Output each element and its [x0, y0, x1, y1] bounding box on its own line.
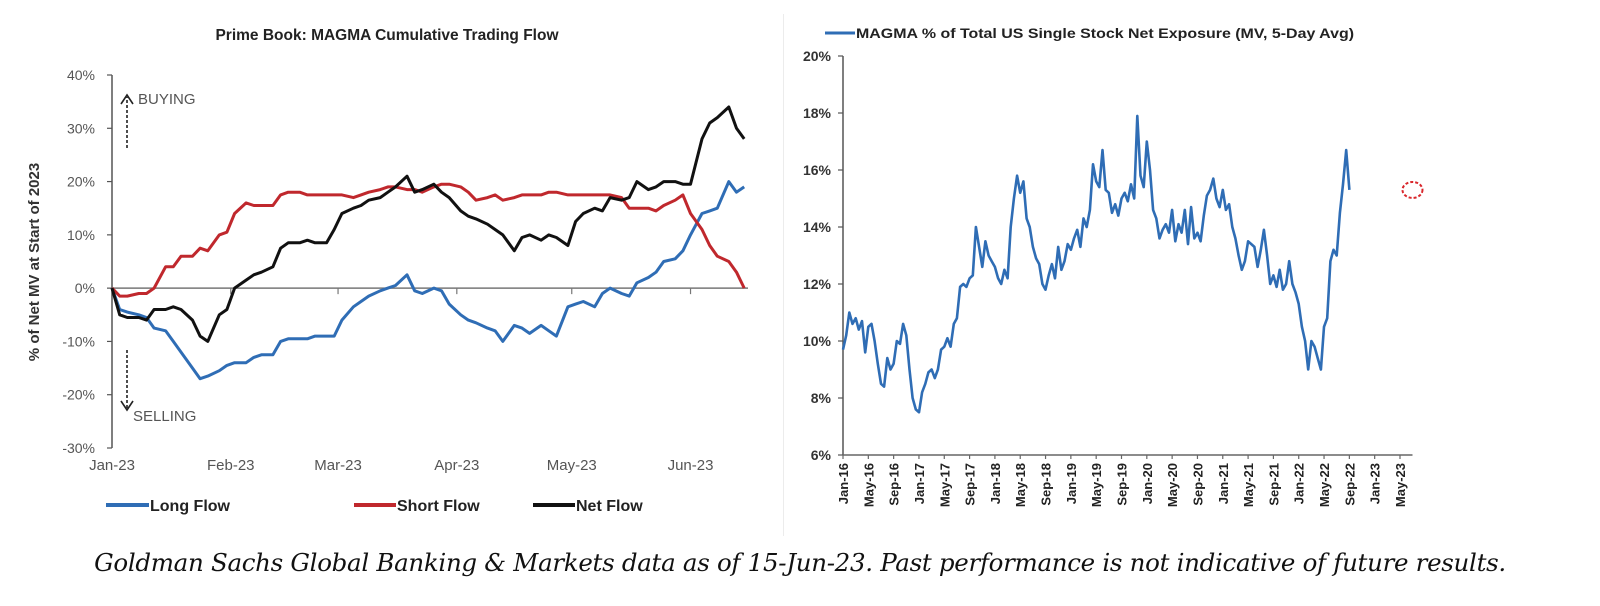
selling-arrowhead-icon	[120, 400, 134, 412]
left-y-axis-label: % of Net MV at Start of 2023	[26, 163, 43, 361]
right-x-tick-label: May-18	[1013, 463, 1028, 507]
legend-item-long-flow: Long Flow	[106, 498, 231, 515]
legend-label-short-flow: Short Flow	[397, 498, 480, 515]
left-x-tick-label: Feb-23	[207, 457, 255, 474]
left-x-tick-label: Apr-23	[434, 457, 479, 474]
cumulative-flow-chart: Prime Book: MAGMA Cumulative Trading Flo…	[26, 27, 748, 515]
left-y-tick-label: 30%	[67, 120, 95, 136]
right-x-tick-label: Sep-16	[887, 463, 902, 506]
left-chart-legend: Long Flow Short Flow Net Flow	[106, 498, 643, 515]
right-x-tick-label: Jan-23	[1368, 463, 1383, 504]
right-y-tick-label: 6%	[811, 447, 832, 463]
left-x-tick-label: Jan-23	[89, 457, 135, 474]
left-y-tick-label: -20%	[62, 387, 95, 403]
flow-direction-annotations: BUYING SELLING	[120, 91, 196, 425]
buying-arrowhead-icon	[120, 93, 134, 105]
left-y-tick-label: 40%	[67, 67, 95, 83]
left-y-tick-label: 10%	[67, 227, 95, 243]
right-y-tick-label: 20%	[803, 48, 832, 64]
left-y-tick-label: 0%	[75, 280, 95, 296]
left-y-tick-label: 20%	[67, 174, 95, 190]
right-x-tick-label: May-20	[1165, 463, 1180, 507]
left-x-tick-label: Mar-23	[314, 457, 362, 474]
right-y-tick-label: 16%	[803, 162, 832, 178]
right-x-tick-label: May-19	[1089, 463, 1104, 507]
right-x-tick-label: Sep-17	[963, 463, 978, 506]
right-x-tick-label: Sep-18	[1039, 463, 1054, 506]
right-x-tick-label: Jan-22	[1292, 463, 1307, 504]
series-line-net-flow	[110, 105, 746, 343]
right-x-tick-label: Sep-20	[1190, 463, 1205, 506]
legend-label-magma-exposure: MAGMA % of Total US Single Stock Net Exp…	[856, 25, 1354, 41]
left-x-tick-label: Jun-23	[668, 457, 714, 474]
right-x-tick-label: Jan-17	[912, 463, 927, 504]
right-y-tick-label: 18%	[803, 105, 832, 121]
left-chart-title: Prime Book: MAGMA Cumulative Trading Flo…	[215, 27, 559, 44]
legend-item-short-flow: Short Flow	[354, 498, 480, 515]
right-x-tick-label: Jan-20	[1140, 463, 1155, 504]
right-x-tick-label: Jan-19	[1064, 463, 1079, 504]
left-x-tick-label: May-23	[547, 457, 597, 474]
right-x-tick-label: May-21	[1241, 463, 1256, 507]
right-x-tick-label: May-23	[1393, 463, 1408, 507]
right-x-tick-label: May-22	[1317, 463, 1332, 507]
right-y-tick-label: 10%	[803, 333, 832, 349]
series-line-magma-exposure	[841, 114, 1351, 414]
magma-exposure-chart: MAGMA % of Total US Single Stock Net Exp…	[803, 25, 1424, 507]
buying-label: BUYING	[138, 91, 196, 108]
legend-label-net-flow: Net Flow	[576, 498, 643, 515]
series-line-short-flow	[110, 182, 746, 298]
right-x-tick-label: May-16	[861, 463, 876, 507]
right-y-tick-label: 14%	[803, 219, 832, 235]
chart-divider	[783, 14, 784, 536]
right-x-tick-label: Sep-21	[1266, 463, 1281, 506]
right-x-tick-label: Jan-18	[988, 463, 1003, 504]
legend-label-long-flow: Long Flow	[150, 498, 231, 515]
left-y-tick-label: -30%	[62, 440, 95, 456]
source-caption: Goldman Sachs Global Banking & Markets d…	[94, 548, 1506, 577]
right-y-tick-label: 12%	[803, 276, 832, 292]
right-x-tick-label: May-17	[937, 463, 952, 507]
right-x-tick-label: Jan-16	[836, 463, 851, 504]
right-y-tick-label: 8%	[811, 390, 832, 406]
left-y-tick-label: -10%	[62, 333, 95, 349]
right-x-tick-label: Jan-21	[1216, 463, 1231, 504]
series-line-long-flow	[110, 180, 746, 381]
right-x-tick-label: Sep-22	[1342, 463, 1357, 506]
legend-item-net-flow: Net Flow	[533, 498, 643, 515]
right-x-tick-label: Sep-19	[1115, 463, 1130, 506]
right-chart-legend: MAGMA % of Total US Single Stock Net Exp…	[825, 25, 1354, 41]
selling-label: SELLING	[133, 408, 196, 425]
highlight-circle-icon	[1401, 180, 1424, 199]
